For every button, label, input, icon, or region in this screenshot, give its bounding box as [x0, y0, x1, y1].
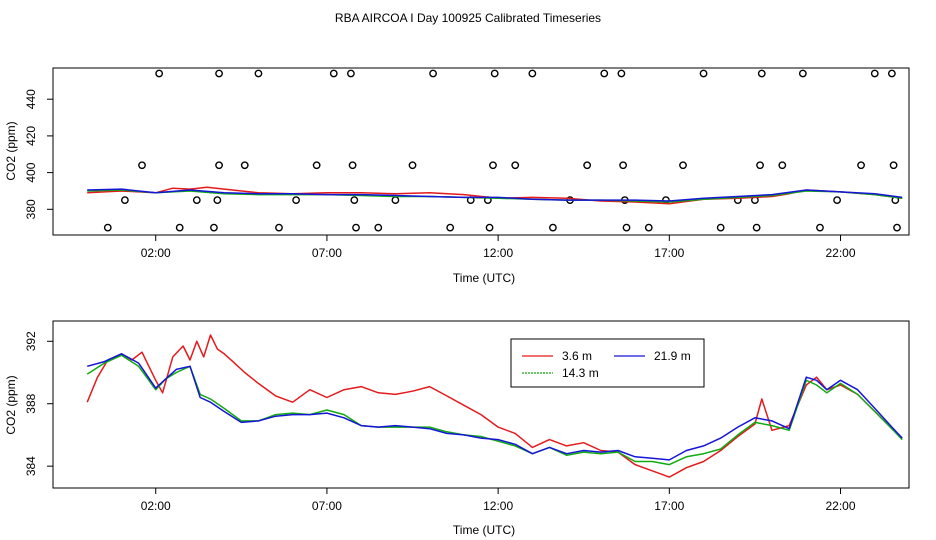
top-x-tick-label: 22:00 — [826, 246, 856, 260]
top-scatter-point — [348, 161, 357, 170]
top-scatter-point — [528, 69, 537, 78]
top-scatter-point — [346, 69, 355, 78]
top-scatter-point — [138, 161, 146, 170]
top-scatter-point — [870, 69, 879, 78]
top-scatter-point — [699, 69, 708, 78]
top-y-axis: 380 400 420 440 — [24, 89, 53, 219]
top-scatter-point — [833, 196, 841, 205]
top-scatter-point — [679, 161, 687, 170]
top-y-tick-label: 440 — [24, 89, 38, 109]
top-series-21-9-m — [87, 188, 903, 202]
bottom-plot-frame — [52, 320, 910, 489]
top-series-3-6-m — [87, 186, 903, 205]
top-scatter-point — [756, 161, 764, 170]
top-scatter-point — [617, 69, 626, 78]
top-scatter-point — [752, 223, 761, 232]
bottom-x-axis: 02:00 07:00 12:00 17:00 22:00 — [141, 488, 856, 513]
top-scatter-point — [215, 69, 223, 78]
bottom-plot-area — [86, 334, 903, 478]
top-y-tick-label: 420 — [24, 126, 38, 146]
bottom-panel: CO2 (ppm) Time (UTC) 02:00 07:00 12:00 17:0… — [4, 320, 910, 537]
top-scatter-point — [889, 161, 898, 170]
top-scatter-point — [374, 223, 383, 232]
top-scatter-point — [103, 223, 112, 232]
top-scatter-point — [757, 69, 766, 78]
top-scatter-point — [429, 69, 437, 78]
top-x-tick-label: 02:00 — [141, 246, 171, 260]
bottom-x-tick-label: 12:00 — [483, 499, 513, 513]
top-y-tick-label: 400 — [24, 162, 38, 182]
top-scatter-point — [215, 161, 223, 170]
top-scatter-point — [192, 196, 201, 205]
top-scatter-point — [155, 69, 164, 78]
top-scatter-point — [210, 223, 218, 232]
bottom-ylabel: CO2 (ppm) — [4, 375, 18, 434]
top-xlabel: Time (UTC) — [453, 271, 515, 285]
bottom-series-21-9-m — [87, 353, 903, 461]
top-scatter-point — [446, 223, 455, 232]
top-y-tick-label: 380 — [24, 199, 38, 219]
bottom-x-tick-label: 02:00 — [141, 499, 171, 513]
top-scatter-point — [350, 196, 359, 205]
top-scatter-point — [329, 69, 338, 78]
bottom-x-tick-label: 07:00 — [312, 499, 342, 513]
bottom-x-tick-label: 17:00 — [654, 499, 684, 513]
top-scatter-point — [622, 223, 631, 232]
legend-label-3-6m: 3.6 m — [562, 349, 592, 363]
top-scatter-point — [887, 69, 896, 78]
top-scatter-point — [121, 196, 129, 205]
top-plot-frame — [52, 67, 910, 236]
top-scatter-point — [816, 223, 824, 232]
top-x-tick-label: 07:00 — [312, 246, 342, 260]
top-scatter-point — [240, 161, 249, 170]
top-x-tick-label: 12:00 — [483, 246, 513, 260]
legend: 3.6 m 21.9 m 14.3 m — [510, 338, 705, 388]
top-series-14-3-m — [87, 189, 903, 203]
top-scatter-point — [312, 161, 321, 170]
top-scatter-point — [893, 223, 901, 232]
top-scatter-point — [857, 161, 865, 170]
top-scatter-point — [644, 223, 653, 232]
legend-label-21-9m: 21.9 m — [654, 349, 691, 363]
bottom-y-tick-label: 392 — [24, 331, 38, 351]
top-scatter-point — [549, 223, 557, 232]
top-plot-area — [87, 69, 903, 232]
top-scatter-point — [275, 223, 283, 232]
top-scatter-point — [254, 69, 263, 78]
legend-label-14-3m: 14.3 m — [562, 366, 599, 380]
top-scatter-point — [292, 196, 301, 205]
top-x-tick-label: 17:00 — [654, 246, 684, 260]
top-scatter-point — [716, 223, 725, 232]
bottom-x-tick-label: 22:00 — [826, 499, 856, 513]
top-scatter-point — [213, 196, 222, 205]
bottom-y-tick-label: 384 — [24, 456, 38, 476]
top-scatter-point — [175, 223, 184, 232]
top-scatter-point — [600, 69, 609, 78]
top-scatter-point — [391, 196, 400, 205]
top-scatter-point — [408, 161, 417, 170]
bottom-series-3-6-m — [86, 334, 903, 478]
bottom-y-tick-label: 388 — [24, 393, 38, 413]
top-panel: CO2 (ppm) Time (UTC) 02:00 07:00 12:00 17:0… — [4, 67, 910, 285]
top-scatter-point — [583, 161, 592, 170]
top-scatter-point — [485, 223, 494, 232]
top-scatter-point — [619, 161, 627, 170]
top-x-axis: 02:00 07:00 12:00 17:00 22:00 — [141, 235, 856, 260]
bottom-y-axis: 384 388 392 — [24, 331, 53, 476]
top-scatter-point — [511, 161, 520, 170]
top-scatter-point — [798, 69, 807, 78]
top-scatter-point — [352, 223, 360, 232]
bottom-xlabel: Time (UTC) — [453, 523, 515, 537]
top-scatter-point — [778, 161, 787, 170]
bottom-series-14-3-m — [86, 354, 903, 466]
figure-title: RBA AIRCOA I Day 100925 Calibrated Times… — [335, 11, 601, 25]
top-ylabel: CO2 (ppm) — [4, 121, 18, 180]
legend-box — [510, 338, 705, 388]
top-scatter-point — [489, 161, 497, 170]
top-scatter-point — [490, 69, 499, 78]
